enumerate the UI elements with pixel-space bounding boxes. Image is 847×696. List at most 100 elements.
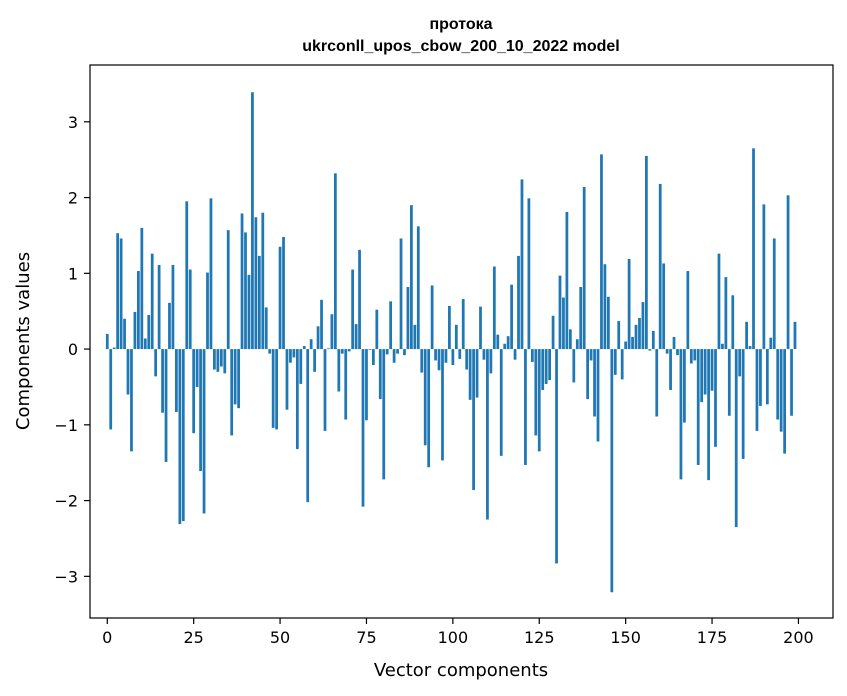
bar-137 [579, 286, 583, 350]
bar-106 [472, 349, 475, 490]
bar-144 [603, 264, 607, 350]
bar-53 [289, 349, 292, 363]
y-axis-ticks: −3 −2 −1 0 1 2 3 [54, 113, 90, 586]
bar-31 [213, 349, 216, 370]
bar-115 [503, 343, 507, 350]
bar-70 [347, 349, 351, 352]
bar-161 [662, 263, 666, 350]
bar-80 [382, 349, 386, 480]
bar-65 [330, 314, 334, 350]
bar-50 [278, 246, 282, 350]
bar-195 [779, 349, 783, 432]
bar-158 [651, 330, 655, 350]
bar-121 [524, 349, 527, 465]
bar-75 [365, 349, 368, 421]
bar-140 [589, 349, 593, 361]
bar-108 [479, 306, 482, 350]
bar-189 [759, 349, 762, 406]
bar-141 [593, 349, 596, 417]
bar-174 [707, 349, 710, 481]
bar-162 [665, 349, 669, 354]
bar-4 [119, 238, 123, 350]
bar-148 [617, 321, 621, 350]
bar-1 [109, 349, 113, 430]
bar-60 [313, 349, 317, 372]
bar-76 [368, 349, 372, 350]
bar-10 [140, 227, 144, 350]
bar-23 [185, 201, 189, 350]
bar-21 [178, 349, 182, 525]
x-tick-label: 200 [783, 628, 814, 647]
bar-54 [292, 349, 296, 358]
plot-area-frame [89, 64, 834, 619]
bar-58 [306, 349, 310, 503]
bar-176 [714, 349, 717, 447]
y-tick-label: 1 [68, 264, 78, 283]
bar-178 [721, 343, 724, 350]
bar-74 [361, 349, 365, 507]
bar-91 [420, 349, 424, 373]
bar-34 [223, 349, 227, 374]
bar-48 [271, 349, 275, 428]
x-tick-label: 50 [270, 628, 290, 647]
bar-153 [634, 324, 638, 350]
bar-102 [458, 349, 462, 359]
y-tick-label: −3 [54, 567, 78, 586]
bar-117 [510, 284, 513, 350]
bar-122 [527, 198, 531, 350]
bar-17 [164, 349, 168, 462]
bar-88 [410, 205, 413, 350]
chart-title-line-2: ukrconll_upos_cbow_200_10_2022 model [302, 38, 619, 55]
bar-35 [226, 230, 230, 350]
y-tick-label: 0 [68, 340, 78, 359]
bar-156 [645, 155, 648, 350]
bar-64 [327, 348, 330, 350]
bar-199 [793, 321, 797, 350]
x-axis-label: Vector components [374, 660, 548, 681]
bar-107 [475, 349, 479, 398]
bar-57 [302, 346, 306, 350]
bar-150 [624, 341, 628, 350]
y-tick-label: −2 [54, 492, 78, 511]
bar-182 [734, 349, 738, 528]
bar-194 [776, 349, 780, 420]
bar-90 [416, 226, 420, 350]
bar-128 [548, 349, 551, 381]
bar-52 [285, 349, 289, 410]
bar-124 [534, 349, 538, 436]
bar-11 [143, 338, 147, 350]
bar-39 [240, 213, 244, 350]
bar-27 [199, 349, 202, 472]
bar-135 [572, 349, 576, 383]
bar-59 [309, 339, 313, 350]
x-tick-label: 0 [102, 628, 112, 647]
bar-170 [693, 349, 697, 361]
bar-85 [399, 238, 403, 350]
bar-188 [755, 349, 759, 431]
bar-104 [465, 349, 469, 370]
bar-167 [683, 349, 686, 423]
bar-68 [340, 349, 344, 354]
y-tick-label: −1 [54, 416, 78, 435]
bar-32 [216, 349, 220, 372]
bar-152 [631, 336, 634, 350]
bar-55 [295, 349, 299, 450]
bar-186 [748, 346, 752, 350]
bar-13 [150, 253, 154, 350]
bar-113 [496, 334, 500, 350]
bar-147 [613, 349, 617, 375]
x-tick-label: 150 [610, 628, 641, 647]
bar-7 [130, 349, 133, 452]
bar-8 [133, 311, 137, 350]
bar-19 [171, 264, 175, 350]
bar-191 [765, 349, 769, 405]
bar-132 [562, 297, 565, 350]
bar-72 [354, 324, 358, 350]
bar-24 [188, 269, 192, 350]
bar-193 [772, 238, 776, 350]
bar-103 [461, 299, 465, 350]
bar-105 [468, 349, 472, 400]
bar-116 [506, 336, 510, 350]
bar-165 [676, 349, 679, 356]
